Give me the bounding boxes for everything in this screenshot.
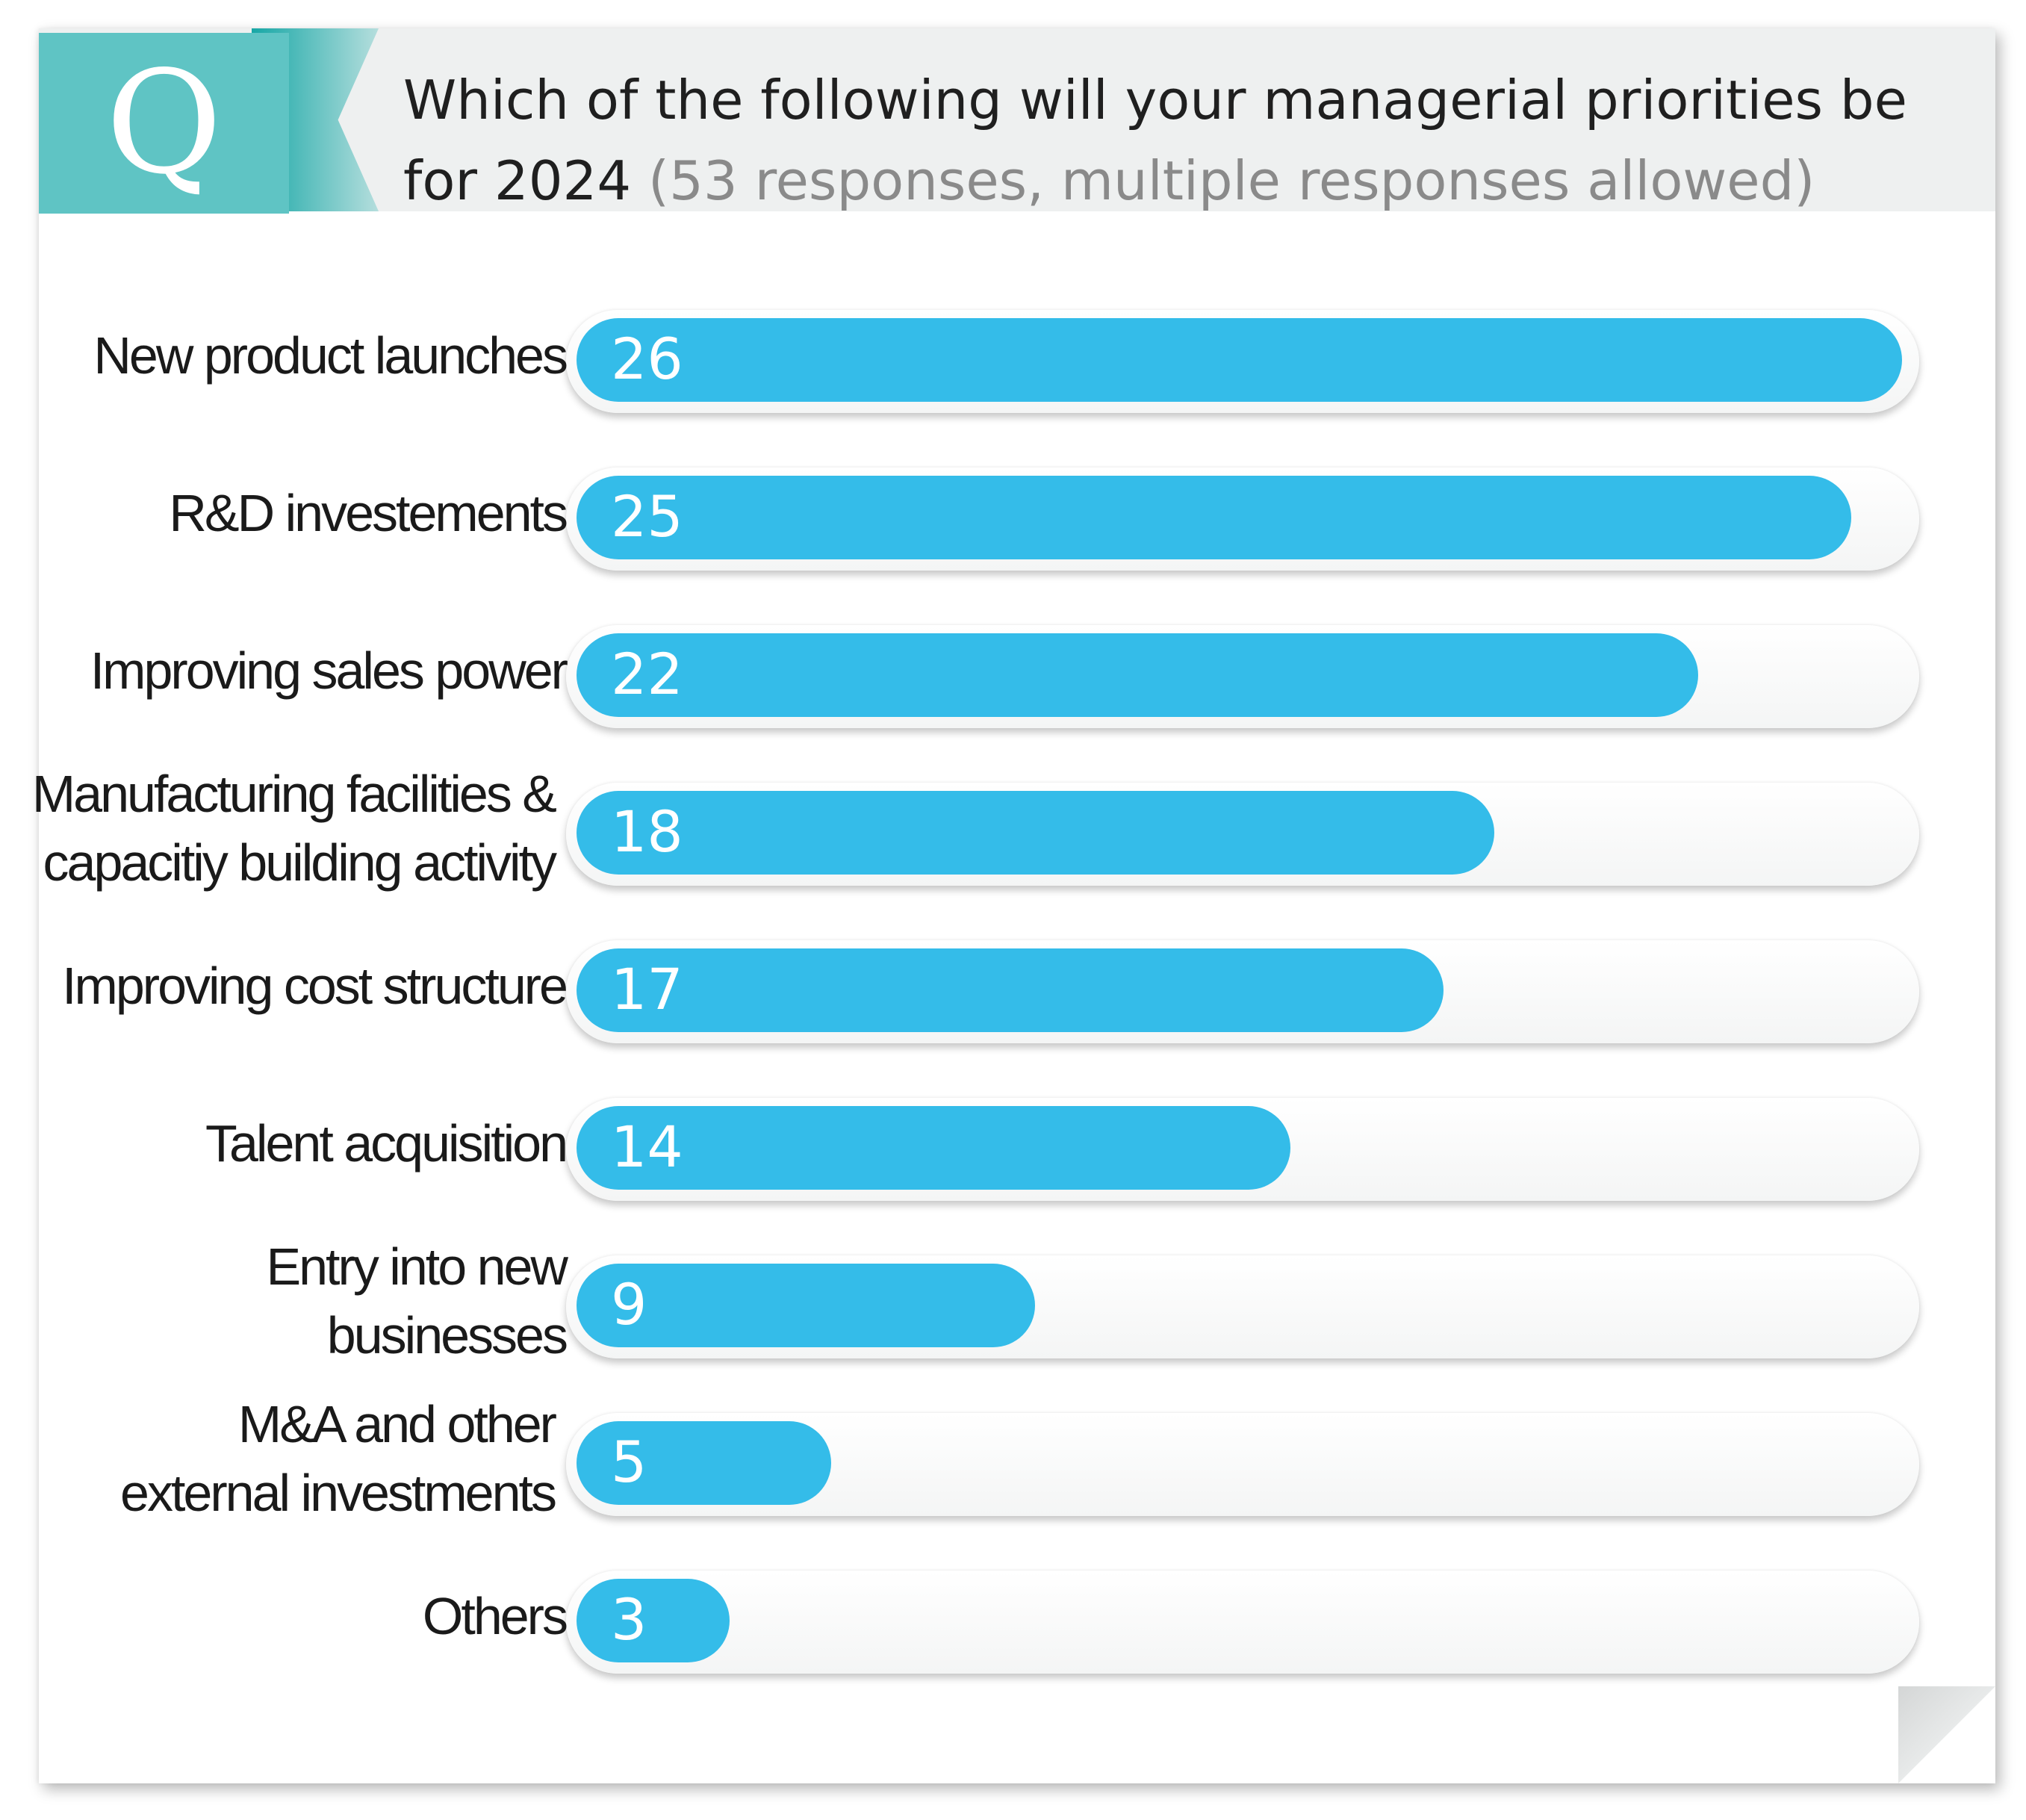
category-label: New product launches bbox=[93, 326, 568, 385]
category-label: Talent acquisition bbox=[205, 1114, 568, 1173]
bar bbox=[577, 633, 1698, 717]
data-label: 25 bbox=[611, 482, 683, 550]
question-badge: Q bbox=[39, 33, 289, 214]
question-badge-letter: Q bbox=[105, 40, 223, 205]
data-label: 9 bbox=[611, 1270, 647, 1338]
category-label: Improving cost structure bbox=[62, 957, 568, 1015]
bar-track bbox=[566, 1571, 1919, 1674]
bar bbox=[577, 318, 1902, 402]
bar bbox=[577, 948, 1444, 1032]
data-label: 17 bbox=[611, 955, 683, 1022]
category-label: Others bbox=[422, 1587, 568, 1645]
bar bbox=[577, 791, 1494, 875]
data-label: 26 bbox=[611, 325, 683, 392]
bar bbox=[577, 1579, 730, 1662]
category-label: M&A and other external investments bbox=[120, 1395, 557, 1522]
question-subtitle: (53 responses, multiple responses allowe… bbox=[648, 149, 1815, 212]
data-label: 14 bbox=[611, 1113, 683, 1180]
question-main: Which of the following will your manager… bbox=[403, 69, 1907, 212]
bar bbox=[577, 1421, 832, 1505]
chart-title: Which of the following will your manager… bbox=[403, 60, 1934, 221]
data-label: 18 bbox=[611, 798, 683, 865]
data-label: 5 bbox=[611, 1428, 647, 1495]
bar bbox=[577, 1106, 1290, 1190]
bar bbox=[577, 476, 1851, 559]
bar bbox=[577, 1264, 1036, 1347]
data-label: 22 bbox=[611, 640, 683, 707]
data-label: 3 bbox=[611, 1585, 647, 1653]
category-label: Manufacturing facilities & capacitiy bui… bbox=[31, 765, 557, 892]
category-label: Entry into new businesses bbox=[266, 1237, 568, 1364]
category-label: Improving sales power bbox=[90, 642, 568, 700]
category-label: R&D investements bbox=[169, 484, 568, 542]
